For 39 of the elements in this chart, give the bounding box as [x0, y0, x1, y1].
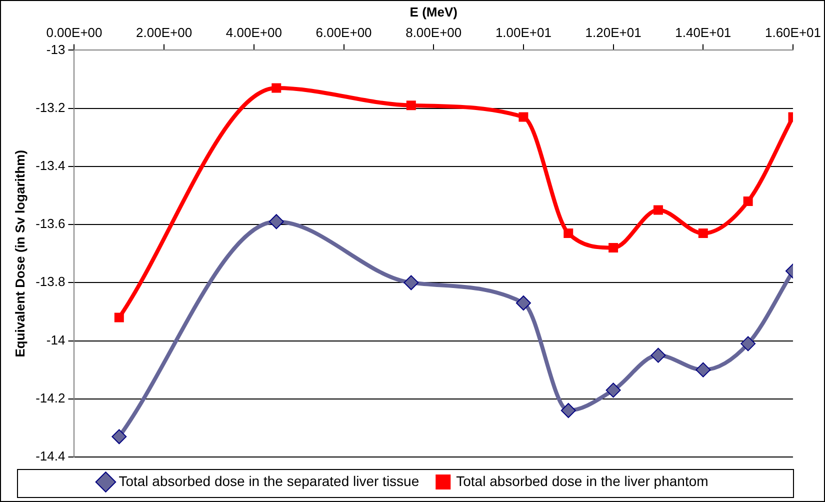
x-tick-label: 8.00E+00: [406, 24, 462, 40]
y-tick-label: -14.4: [36, 448, 66, 464]
point: [698, 228, 708, 238]
point: [406, 100, 416, 110]
point: [743, 196, 753, 206]
y-tick-label: -14.2: [36, 390, 66, 406]
x-tick-label: 0.00E+00: [46, 24, 102, 40]
point: [268, 214, 284, 230]
point: [696, 362, 711, 378]
x-tick-label: 1.20E+01: [585, 24, 642, 40]
y-tick-label: -14: [46, 332, 66, 348]
x-axis-title: E (MeV): [410, 4, 458, 20]
point: [740, 336, 756, 352]
y-tick-label: -13.4: [36, 158, 66, 174]
y-tick-label: -13.6: [36, 216, 66, 232]
point: [608, 243, 618, 253]
point: [404, 275, 419, 290]
point: [560, 403, 576, 418]
point: [272, 83, 282, 93]
y-tick-label: -13.2: [36, 100, 66, 115]
point: [112, 429, 127, 444]
point: [606, 382, 621, 398]
point: [518, 112, 528, 122]
x-tick-label: 2.00E+00: [136, 24, 192, 40]
y-tick-label: -13: [46, 42, 66, 57]
legend-label: Total absorbed dose in the liver phantom: [456, 472, 708, 489]
x-tick-label: 1.60E+01: [764, 24, 822, 40]
point: [653, 205, 663, 215]
point: [516, 295, 531, 310]
y-axis-title: Equivalent Dose (in Sv logarithm): [12, 150, 28, 358]
x-tick-label: 4.00E+00: [226, 24, 282, 40]
y-tick-label: -13.8: [36, 274, 66, 290]
x-tick-label: 6.00E+00: [316, 24, 372, 40]
point: [114, 312, 124, 322]
x-tick-label: 1.40E+01: [675, 24, 732, 40]
point: [564, 228, 574, 238]
x-tick-label: 1.00E+01: [495, 24, 552, 40]
point: [650, 348, 666, 363]
legend-label: Total absorbed dose in the separated liver tissue: [118, 472, 420, 489]
